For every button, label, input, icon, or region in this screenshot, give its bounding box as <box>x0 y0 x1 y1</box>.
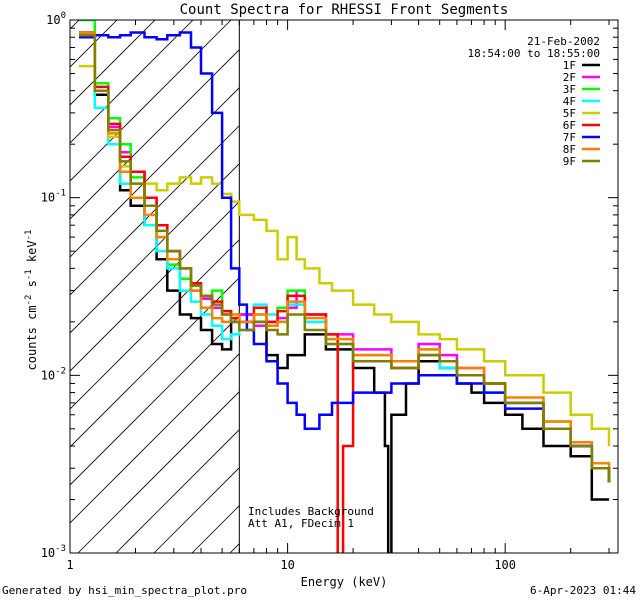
series-line-7F <box>79 31 611 483</box>
legend-label-7F: 7F <box>563 131 576 144</box>
x-tick-label: 1 <box>66 558 73 572</box>
legend-label-9F: 9F <box>563 155 576 168</box>
legend-label-3F: 3F <box>563 83 576 96</box>
legend-label-4F: 4F <box>563 95 576 108</box>
series-line-9F <box>79 34 611 483</box>
hatch-line <box>420 0 640 553</box>
hatch-line <box>70 87 240 258</box>
hatch-line <box>458 0 640 553</box>
hatch-line <box>572 0 640 553</box>
series-line-1F <box>79 31 609 553</box>
hatch-line <box>534 0 640 553</box>
legend-date: 21-Feb-2002 <box>527 35 600 48</box>
hatch-line <box>70 49 240 220</box>
legend-label-1F: 1F <box>563 59 576 72</box>
hatch-line <box>306 0 640 553</box>
legend-label-2F: 2F <box>563 71 576 84</box>
x-tick-label: 100 <box>494 558 516 572</box>
y-axis-label: counts cm-2 s-1 keV-1 <box>24 230 39 371</box>
hatch-lines <box>70 0 640 553</box>
x-axis-label: Energy (keV) <box>301 575 388 589</box>
x-tick-label: 10 <box>280 558 294 572</box>
hatch-line <box>70 353 240 524</box>
chart-title: Count Spectra for RHESSI Front Segments <box>180 2 509 18</box>
series-line-6F <box>79 34 611 553</box>
hatch-line <box>382 0 640 553</box>
legend-time-range: 18:54:00 to 18:55:00 <box>468 47 600 60</box>
hatch-line <box>77 391 240 553</box>
hatched-region <box>70 0 640 553</box>
hatch-line <box>70 201 240 372</box>
hatch-line <box>70 125 240 296</box>
y-axis: 100 10-1 10-2 10-3 <box>41 11 618 560</box>
y-tick-label: 10-3 <box>41 544 66 560</box>
annotation-background: Includes Background <box>248 505 374 518</box>
y-tick-label: 10-1 <box>41 189 66 205</box>
hatch-line <box>268 0 640 553</box>
series-line-8F <box>79 31 611 480</box>
footer-timestamp: 6-Apr-2023 01:44 <box>530 584 636 597</box>
footer-generated: Generated by hsi_min_spectra_plot.pro <box>2 584 247 597</box>
hatch-line <box>610 0 640 553</box>
hatch-line <box>70 20 118 68</box>
legend-label-8F: 8F <box>563 143 576 156</box>
y-tick-label: 100 <box>46 11 66 27</box>
hatch-line <box>70 315 240 486</box>
y-tick-label: 10-2 <box>41 366 66 382</box>
plot-frame <box>69 19 619 554</box>
hatch-line <box>70 163 240 334</box>
hatch-line <box>229 543 240 553</box>
legend-label-6F: 6F <box>563 119 576 132</box>
annotation-attenuator: Att A1, FDecim 1 <box>248 517 354 530</box>
series-lines <box>79 20 611 553</box>
legend-label-5F: 5F <box>563 107 576 120</box>
hatch-line <box>70 277 240 448</box>
y-axis-label-base: counts cm <box>25 305 39 370</box>
series-line-5F <box>79 64 611 446</box>
hatch-line <box>115 429 240 553</box>
